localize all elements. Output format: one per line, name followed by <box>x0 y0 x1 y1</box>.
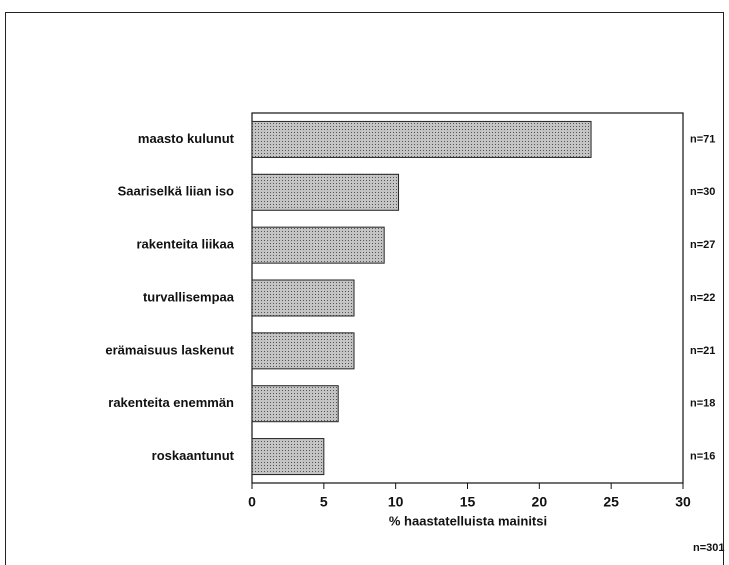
y-tick-label: turvallisempaa <box>143 289 235 304</box>
bar <box>251 173 400 211</box>
y-tick-label: roskaantunut <box>152 448 235 463</box>
annotation: n=22 <box>690 292 715 304</box>
x-tick-label: 15 <box>460 494 476 510</box>
y-tick-label: erämaisuus laskenut <box>105 342 234 357</box>
y-tick-label: maasto kulunut <box>138 131 235 146</box>
x-tick-label: 5 <box>320 494 328 510</box>
y-tick-label: Saariselkä liian iso <box>118 184 234 199</box>
x-tick-label: 30 <box>675 494 691 510</box>
x-tick-label: 20 <box>532 494 548 510</box>
annotation: n=18 <box>690 398 715 410</box>
x-tick-label: 25 <box>603 494 619 510</box>
annotation: n=30 <box>690 186 715 198</box>
frame <box>5 12 724 565</box>
y-tick-label: rakenteita liikaa <box>136 237 234 252</box>
bar <box>251 332 355 370</box>
bar <box>251 279 355 317</box>
x-tick-label: 10 <box>388 494 404 510</box>
bar <box>251 438 325 476</box>
annotation: n=71 <box>690 133 715 145</box>
bar <box>251 120 592 158</box>
annotation: n=27 <box>690 239 715 251</box>
x-axis-label: % haastatelluista mainitsi <box>389 513 547 528</box>
annotation: n=16 <box>690 450 715 462</box>
bar <box>251 226 385 264</box>
total-note: n=301 <box>693 542 725 554</box>
annotation: n=21 <box>690 345 715 357</box>
y-tick-label: rakenteita enemmän <box>108 395 234 410</box>
bar <box>251 385 339 423</box>
x-tick-label: 0 <box>248 494 256 510</box>
